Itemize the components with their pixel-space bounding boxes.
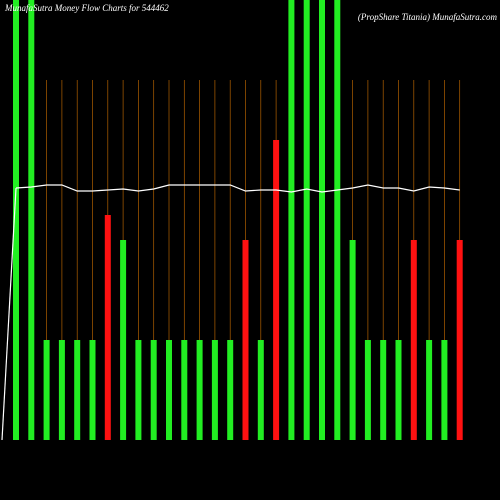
bar <box>410 240 417 440</box>
bar <box>135 340 142 440</box>
bar <box>319 0 325 440</box>
bar <box>273 140 280 440</box>
bar <box>380 340 387 440</box>
bar <box>74 340 81 440</box>
bar <box>334 0 341 440</box>
bar <box>43 340 50 440</box>
bar <box>58 340 65 440</box>
bar <box>288 0 295 440</box>
bar <box>89 340 96 440</box>
bar <box>211 340 218 440</box>
chart-title: MunafaSutra Money Flow Charts for 544462 <box>4 3 169 13</box>
bar <box>456 240 463 440</box>
bar <box>242 240 249 440</box>
bar <box>426 340 433 440</box>
bar <box>441 340 448 440</box>
chart-subtitle: (PropShare Titania) MunafaSutra.com <box>358 12 498 22</box>
bar <box>257 340 264 440</box>
bar <box>181 340 188 440</box>
bar <box>303 0 310 440</box>
bar <box>150 340 157 440</box>
bar <box>104 215 111 440</box>
bar <box>120 240 127 440</box>
bar <box>364 340 371 440</box>
bar <box>227 340 234 440</box>
flow-line <box>15 184 460 193</box>
bar <box>13 0 19 440</box>
bar <box>166 340 172 440</box>
bar <box>196 340 203 440</box>
bar <box>349 240 356 440</box>
lines <box>1 184 460 441</box>
bar <box>395 340 402 440</box>
flow-line-lead <box>1 187 17 441</box>
bar <box>28 0 35 440</box>
bars <box>13 0 463 440</box>
